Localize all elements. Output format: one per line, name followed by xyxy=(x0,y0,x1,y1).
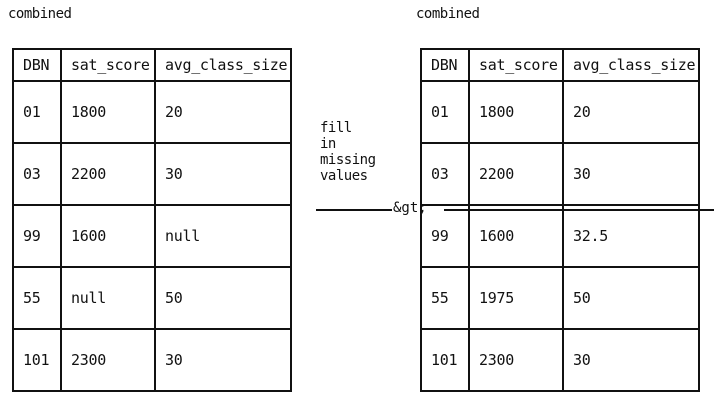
table-cell: 1600 xyxy=(60,204,156,268)
transform-note: fill in missing values xyxy=(320,120,376,184)
note-line: in xyxy=(320,136,336,152)
table-cell: 20 xyxy=(562,80,700,144)
table-row: 99 1600 32.5 xyxy=(420,204,700,268)
table-cell: 2300 xyxy=(468,328,564,392)
table-row: 03 2200 30 xyxy=(420,142,700,206)
table-row: 03 2200 30 xyxy=(12,142,292,206)
column-header-dbn: DBN xyxy=(12,48,62,82)
right-table: DBN sat_score avg_class_size 01 1800 20 … xyxy=(420,48,700,392)
arrow-head-icon: &gt; xyxy=(392,200,428,216)
table-row: 01 1800 20 xyxy=(420,80,700,144)
column-header-dbn: DBN xyxy=(420,48,470,82)
table-cell: 30 xyxy=(154,328,292,392)
table-cell: 55 xyxy=(12,266,62,330)
table-cell: 01 xyxy=(420,80,470,144)
table-cell: 03 xyxy=(12,142,62,206)
table-cell: 101 xyxy=(12,328,62,392)
table-cell: 2200 xyxy=(468,142,564,206)
column-header-avg-class-size: avg_class_size xyxy=(154,48,292,82)
column-header-sat-score: sat_score xyxy=(60,48,156,82)
table-row: 55 1975 50 xyxy=(420,266,700,330)
table-cell: 32.5 xyxy=(562,204,700,268)
table-cell: 2200 xyxy=(60,142,156,206)
table-cell: null xyxy=(60,266,156,330)
note-line: missing xyxy=(320,152,376,168)
left-table: DBN sat_score avg_class_size 01 1800 20 … xyxy=(12,48,292,392)
table-cell: 1975 xyxy=(468,266,564,330)
note-line: values xyxy=(320,168,368,184)
column-header-sat-score: sat_score xyxy=(468,48,564,82)
right-table-caption: combined xyxy=(416,6,480,22)
table-cell: 101 xyxy=(420,328,470,392)
arrow-shaft-left xyxy=(316,209,392,211)
table-cell: 01 xyxy=(12,80,62,144)
table-cell: 20 xyxy=(154,80,292,144)
table-cell: null xyxy=(154,204,292,268)
table-row: 101 2300 30 xyxy=(12,328,292,392)
table-cell: 30 xyxy=(562,328,700,392)
note-line: fill xyxy=(320,120,352,136)
table-row: 55 null 50 xyxy=(12,266,292,330)
table-cell: 99 xyxy=(12,204,62,268)
table-cell: 50 xyxy=(154,266,292,330)
table-cell: 03 xyxy=(420,142,470,206)
table-cell: 99 xyxy=(420,204,470,268)
table-cell: 1800 xyxy=(468,80,564,144)
table-cell: 50 xyxy=(562,266,700,330)
table-cell: 30 xyxy=(154,142,292,206)
table-row: 99 1600 null xyxy=(12,204,292,268)
table-row: 01 1800 20 xyxy=(12,80,292,144)
table-cell: 2300 xyxy=(60,328,156,392)
table-row: 101 2300 30 xyxy=(420,328,700,392)
table-cell: 1600 xyxy=(468,204,564,268)
table-cell: 1800 xyxy=(60,80,156,144)
left-table-caption: combined xyxy=(8,6,72,22)
table-header-row: DBN sat_score avg_class_size xyxy=(420,48,700,82)
table-header-row: DBN sat_score avg_class_size xyxy=(12,48,292,82)
column-header-avg-class-size: avg_class_size xyxy=(562,48,700,82)
table-cell: 30 xyxy=(562,142,700,206)
table-cell: 55 xyxy=(420,266,470,330)
